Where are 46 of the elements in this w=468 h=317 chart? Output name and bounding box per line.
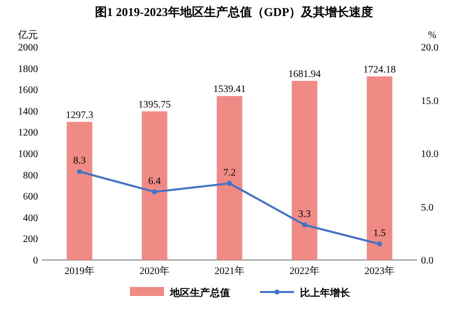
y-tick-label: 1400	[18, 106, 38, 118]
y-tick-label: 1000	[18, 149, 38, 160]
bar	[292, 80, 318, 260]
y-tick-label: 600	[23, 192, 38, 203]
chart-title: 图1 2019-2023年地区生产总值（GDP）及其增长速度	[94, 5, 374, 19]
x-tick-label: 2023年	[364, 265, 394, 277]
data-label: 1724.18	[363, 64, 396, 76]
y-tick-label: 0	[33, 256, 38, 266]
data-label: 1681.94	[288, 68, 321, 80]
x-tick-label: 2019年	[64, 265, 94, 277]
y-tick-label: 800	[23, 170, 38, 182]
y-tick-label: 400	[23, 212, 38, 224]
data-label: 1297.3	[66, 110, 94, 121]
y2-tick-label: 0.0	[421, 256, 434, 266]
bar	[142, 111, 168, 260]
data-label: 6.4	[148, 176, 161, 187]
x-tick-label: 2021年	[214, 265, 244, 277]
y2-axis-title: %	[428, 30, 436, 41]
data-label: 8.3	[73, 156, 86, 167]
bar	[66, 122, 92, 260]
y-tick-label: 200	[23, 234, 38, 246]
point	[152, 189, 157, 194]
data-label: 7.2	[223, 167, 236, 178]
point	[377, 242, 382, 247]
data-label: 1539.41	[213, 84, 246, 96]
y2-tick-label: 5.0	[421, 202, 434, 214]
legend-label: 比上年增长	[300, 287, 351, 299]
y-axis-title: 亿元	[17, 30, 38, 41]
x-tick-label: 2022年	[290, 265, 320, 277]
bar	[366, 76, 392, 260]
y-tick-label: 1600	[18, 85, 38, 96]
point	[227, 180, 232, 186]
legend-label: 地区生产总值	[169, 287, 230, 299]
y-tick-label: 1200	[18, 128, 38, 139]
y-tick-label: 2000	[18, 42, 38, 54]
data-label: 3.3	[298, 208, 311, 220]
y2-tick-label: 10.0	[421, 149, 438, 160]
data-label: 1395.75	[138, 99, 171, 110]
data-label: 1.5	[373, 228, 386, 240]
point	[302, 222, 307, 228]
x-tick-label: 2020年	[140, 265, 170, 277]
y2-tick-label: 20.0	[421, 42, 438, 54]
y-tick-label: 1800	[18, 64, 38, 75]
bar	[216, 96, 242, 260]
y2-tick-label: 15.0	[421, 96, 438, 107]
point	[77, 169, 82, 174]
